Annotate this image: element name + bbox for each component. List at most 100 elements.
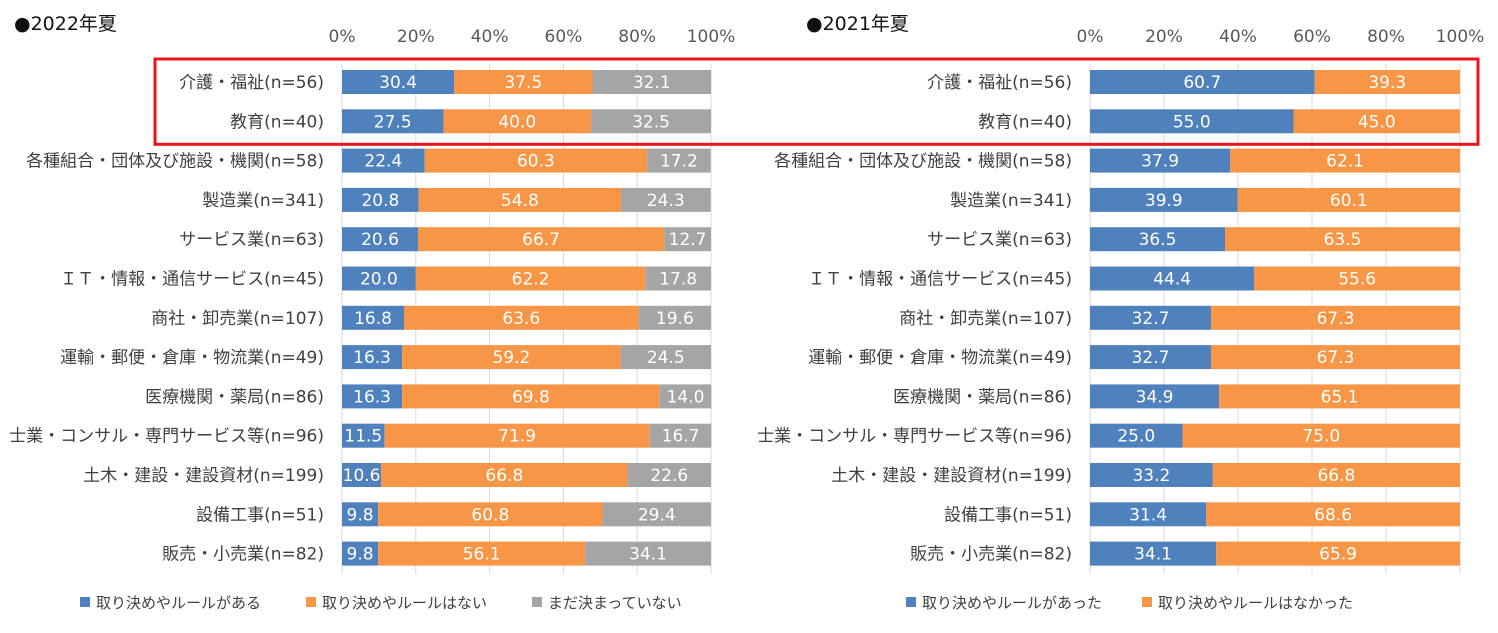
data-label: 69.8 — [512, 387, 550, 407]
x-tick-label: 80% — [618, 27, 656, 47]
bar-segment — [1090, 384, 1220, 409]
legend-swatch — [532, 597, 542, 607]
category-label: サービス業(n=63) — [927, 230, 1072, 250]
data-label: 55.6 — [1338, 270, 1376, 290]
bar-row: 各種組合・団体及び施設・機関(n=58) 37.9 62.1 — [774, 148, 1460, 173]
bar-segment — [1219, 384, 1460, 409]
data-label: 60.3 — [517, 152, 555, 172]
bar-row: 商社・卸売業(n=107) 16.8 63.6 19.6 — [151, 305, 711, 330]
bar-row: 製造業(n=341) 39.9 60.1 — [950, 187, 1460, 212]
bar-segment — [1210, 305, 1460, 330]
data-label: 16.3 — [353, 348, 391, 368]
data-label: 60.7 — [1183, 73, 1221, 93]
bar-segment — [1182, 423, 1460, 448]
x-tick-label: 40% — [471, 27, 509, 47]
bar-segment — [585, 541, 711, 566]
category-label: 介護・福祉(n=56) — [927, 73, 1072, 93]
data-label: 65.9 — [1319, 545, 1357, 565]
data-label: 14.0 — [667, 387, 705, 407]
bar-segment — [342, 266, 416, 291]
data-label: 16.7 — [662, 427, 700, 447]
bar-row: 商社・卸売業(n=107) 32.7 67.3 — [899, 305, 1460, 330]
data-label: 34.1 — [629, 545, 667, 565]
bar-segment — [342, 463, 382, 487]
highlight-box — [153, 57, 1480, 146]
data-label: 17.2 — [660, 152, 698, 172]
data-label: 66.8 — [485, 466, 523, 486]
data-label: 20.0 — [360, 270, 398, 290]
data-label: 16.8 — [354, 309, 392, 329]
bar-segment — [1230, 148, 1460, 173]
data-label: 60.1 — [1330, 191, 1368, 211]
data-label: 24.3 — [647, 191, 685, 211]
data-label: 20.8 — [361, 191, 399, 211]
bar-row: 医療機関・薬局(n=86) 34.9 65.1 — [893, 384, 1460, 409]
legend-swatch — [306, 597, 316, 607]
bar-row: 販売・小売業(n=82) 34.1 65.9 — [910, 541, 1460, 566]
data-label: 54.8 — [501, 191, 539, 211]
data-label: 16.3 — [353, 387, 391, 407]
bar-row: ＩＴ・情報・通信サービス(n=45) 44.4 55.6 — [808, 266, 1460, 291]
bar-segment — [342, 502, 379, 527]
data-label: 9.8 — [347, 505, 374, 525]
data-label: 32.1 — [633, 73, 671, 93]
data-label: 20.6 — [361, 230, 399, 250]
bar-segment — [638, 305, 711, 330]
bar-row: ＩＴ・情報・通信サービス(n=45) 20.0 62.2 17.8 — [60, 266, 711, 291]
category-label: 製造業(n=341) — [950, 191, 1072, 211]
bar-segment — [1090, 345, 1211, 370]
chart-panel-2: ●2021年夏 0% 20% 40% 60% 80% 100% 介護・福祉(n=56) 60.7… — [757, 13, 1484, 612]
category-label: ＩＴ・情報・通信サービス(n=45) — [808, 270, 1072, 290]
data-label: 44.4 — [1153, 270, 1191, 290]
bar-segment — [403, 305, 639, 330]
data-label: 66.7 — [522, 230, 560, 250]
x-tick-label: 60% — [1293, 27, 1331, 47]
category-label: 士業・コンサル・専門サービス等(n=96) — [9, 427, 324, 447]
category-label: 各種組合・団体及び施設・機関(n=58) — [774, 152, 1072, 172]
data-label: 60.8 — [471, 505, 509, 525]
bar-segment — [1090, 541, 1217, 566]
x-tick-label: 40% — [1219, 27, 1257, 47]
bar-segment — [418, 187, 621, 212]
bar-segment — [342, 423, 385, 448]
data-label: 34.1 — [1134, 545, 1172, 565]
legend-label: 取り決めやルールがあった — [922, 594, 1102, 612]
category-label: 土木・建設・建設資材(n=199) — [831, 466, 1072, 486]
bar-segment — [342, 384, 403, 409]
data-label: 67.3 — [1317, 348, 1355, 368]
data-label: 22.6 — [650, 466, 688, 486]
bar-segment — [342, 345, 403, 370]
bar-segment — [402, 345, 621, 370]
bar-segment — [627, 463, 711, 487]
data-label: 10.6 — [343, 466, 381, 486]
category-label: 設備工事(n=51) — [944, 505, 1072, 525]
data-label: 30.4 — [379, 73, 417, 93]
bar-segment — [342, 305, 404, 330]
x-tick-label: 20% — [1145, 27, 1183, 47]
bar-segment — [664, 227, 711, 252]
data-label: 19.6 — [656, 309, 694, 329]
bar-segment — [1206, 502, 1460, 527]
category-label: 販売・小売業(n=82) — [910, 545, 1072, 565]
bar-segment — [378, 502, 603, 527]
legend: 取り決めやルールがあった 取り決めやルールはなかった — [906, 594, 1353, 612]
data-label: 32.7 — [1132, 348, 1170, 368]
bar-row: 士業・コンサル・専門サービス等(n=96) 11.5 71.9 16.7 — [9, 423, 712, 448]
bar-segment — [659, 384, 712, 409]
category-label: 医療機関・薬局(n=86) — [145, 387, 324, 407]
category-label: 土木・建設・建設資材(n=199) — [83, 466, 324, 486]
bar-row: 製造業(n=341) 20.8 54.8 24.3 — [202, 187, 711, 212]
data-label: 9.8 — [347, 545, 374, 565]
bar-row: サービス業(n=63) 20.6 66.7 12.7 — [179, 227, 711, 252]
bar-row: 設備工事(n=51) 31.4 68.6 — [944, 502, 1460, 527]
bar-segment — [443, 109, 592, 134]
legend-label: まだ決まっていない — [548, 594, 682, 612]
category-label: 士業・コンサル・専門サービス等(n=96) — [757, 427, 1072, 447]
data-label: 37.9 — [1141, 152, 1179, 172]
chart-title: ●2021年夏 — [806, 13, 909, 35]
data-label: 39.9 — [1145, 191, 1183, 211]
bar-segment — [602, 502, 711, 527]
data-label: 17.8 — [659, 270, 697, 290]
